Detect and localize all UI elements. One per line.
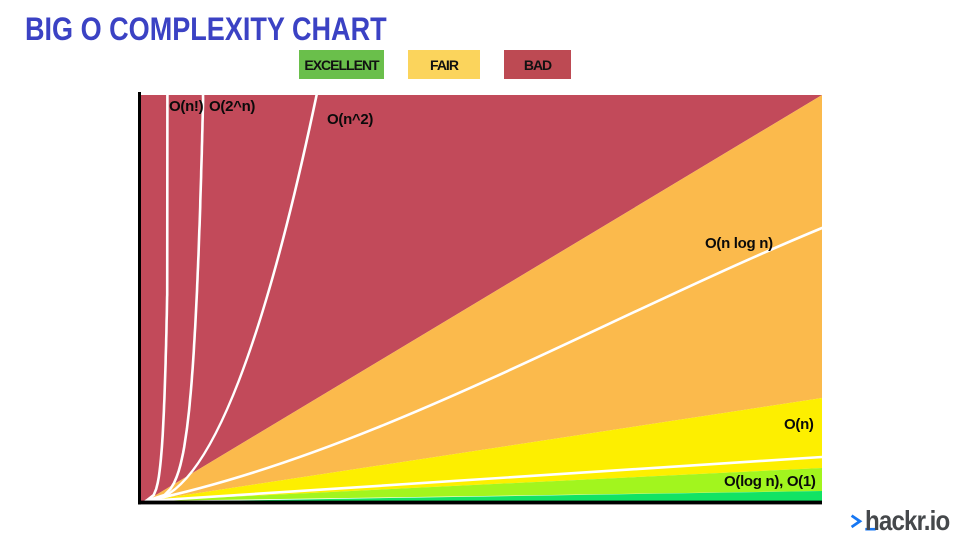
- svg-text:O(n!): O(n!): [169, 98, 204, 115]
- svg-text:O(n^2): O(n^2): [327, 111, 373, 128]
- svg-text:O(n log n): O(n log n): [705, 235, 773, 252]
- svg-text:O(n): O(n): [784, 416, 814, 433]
- svg-text:O(2^n): O(2^n): [209, 98, 255, 115]
- svg-text:O(log n), O(1): O(log n), O(1): [724, 473, 816, 490]
